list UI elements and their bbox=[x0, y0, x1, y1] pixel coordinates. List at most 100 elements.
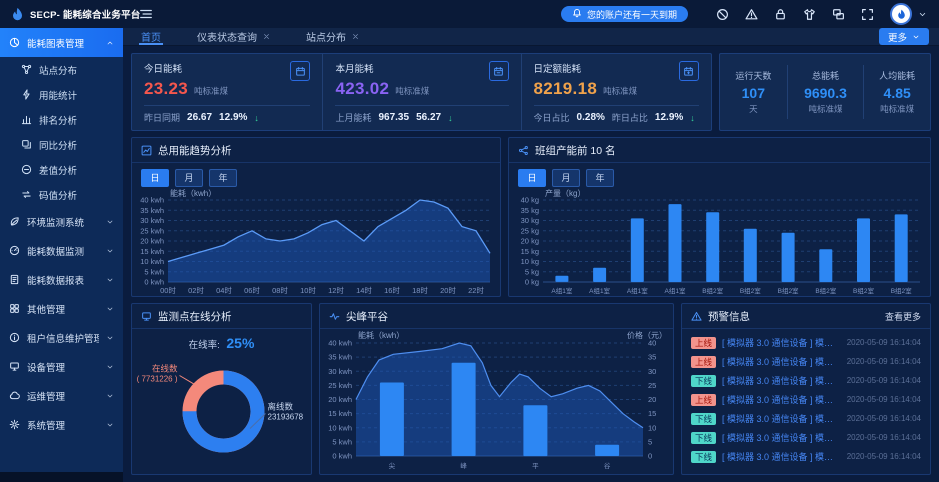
alert-row-0[interactable]: 上线[ 模拟器 3.0 通信设备 ] 模拟器 3.0...2020-05-09 … bbox=[691, 335, 921, 350]
alert-row-3[interactable]: 上线[ 模拟器 3.0 通信设备 ] 模拟器 3.0...2020-05-09 … bbox=[691, 392, 921, 407]
svg-text:0 kg: 0 kg bbox=[525, 278, 539, 287]
period-tab-月[interactable]: 月 bbox=[552, 169, 580, 187]
tab-1[interactable]: 仪表状态查询 bbox=[197, 28, 270, 45]
svg-text:06时: 06时 bbox=[244, 285, 260, 295]
tab-0[interactable]: 首页 bbox=[141, 28, 161, 45]
tab-label: 站点分布 bbox=[306, 29, 346, 44]
svg-text:22时: 22时 bbox=[468, 285, 484, 295]
fullscreen-icon[interactable] bbox=[861, 8, 874, 21]
period-tab-日[interactable]: 日 bbox=[518, 169, 546, 187]
summary-item-2: 人均能耗4.85吨标准煤 bbox=[863, 65, 930, 119]
alerts-view-more-link[interactable]: 查看更多 bbox=[885, 310, 921, 323]
chevron-down-icon bbox=[106, 421, 114, 429]
chevron-down-icon bbox=[106, 392, 114, 400]
avatar[interactable] bbox=[890, 3, 912, 25]
cloud-icon bbox=[9, 390, 20, 401]
tab-close-icon[interactable] bbox=[352, 33, 359, 40]
sidebar-item-2[interactable]: 排名分析 bbox=[0, 107, 123, 132]
sidebar: 能耗图表管理站点分布用能统计排名分析同比分析差值分析码值分析环境监测系统能耗数据… bbox=[0, 28, 123, 472]
svg-text:20 kwh: 20 kwh bbox=[328, 395, 352, 404]
gear-icon bbox=[9, 419, 20, 430]
account-notice-pill[interactable]: 您的账户还有一天到期 bbox=[561, 6, 688, 22]
sidebar-item-3[interactable]: 同比分析 bbox=[0, 132, 123, 157]
sidebar-group-2[interactable]: 能耗数据监测 bbox=[0, 236, 123, 265]
alert-timestamp: 2020-05-09 16:14:04 bbox=[847, 452, 921, 461]
pie-chart-icon bbox=[9, 37, 20, 48]
sidebar-group-label: 能耗数据监测 bbox=[27, 244, 84, 258]
sidebar-group-8[interactable]: 系统管理 bbox=[0, 410, 123, 439]
arrow-down-icon: ↓ bbox=[690, 113, 695, 123]
alert-text: [ 模拟器 3.0 通信设备 ] 模拟器 3.0... bbox=[722, 393, 841, 406]
summary-unit: 天 bbox=[720, 103, 787, 115]
user-chevron-down-icon[interactable] bbox=[918, 10, 927, 19]
stat-card-value: 23.23 bbox=[144, 79, 188, 99]
alert-row-4[interactable]: 下线[ 模拟器 3.0 通信设备 ] 模拟器 3.0...2020-05-09 … bbox=[691, 411, 921, 426]
alert-row-6[interactable]: 下线[ 模拟器 3.0 通信设备 ] 模拟器 3.0...2020-05-09 … bbox=[691, 449, 921, 464]
sidebar-group-7[interactable]: 运维管理 bbox=[0, 381, 123, 410]
svg-text:40 kwh: 40 kwh bbox=[140, 196, 164, 205]
svg-text:5: 5 bbox=[648, 437, 652, 446]
stat-footer-label: 昨日同期 bbox=[144, 111, 180, 124]
trend-chart-card: 总用能趋势分析 日月年 能耗（kwh）0 kwh5 kwh10 kwh15 kw… bbox=[131, 137, 501, 297]
alert-row-5[interactable]: 下线[ 模拟器 3.0 通信设备 ] 模拟器 3.0...2020-05-09 … bbox=[691, 430, 921, 445]
sidebar-group-6[interactable]: 设备管理 bbox=[0, 352, 123, 381]
period-tab-月[interactable]: 月 bbox=[175, 169, 203, 187]
main-area: 首页仪表状态查询站点分布 更多 今日能耗23.23吨标准煤昨日同期26.6712… bbox=[123, 28, 939, 472]
alert-status-badge: 上线 bbox=[691, 394, 716, 406]
sidebar-group-5[interactable]: 租户信息维护管理 bbox=[0, 323, 123, 352]
alert-row-2[interactable]: 下线[ 模拟器 3.0 通信设备 ] 模拟器 3.0...2020-05-09 … bbox=[691, 373, 921, 388]
online-rate-value: 25% bbox=[226, 335, 254, 351]
app-logo[interactable]: SECP- 能耗综合业务平台 bbox=[0, 0, 123, 28]
peak-valley-chart: 能耗（kwh）价格（元）0 kwh05 kwh510 kwh1015 kwh15… bbox=[320, 329, 673, 474]
alert-text: [ 模拟器 3.0 通信设备 ] 模拟器 3.0... bbox=[722, 431, 841, 444]
sidebar-group-1[interactable]: 环境监测系统 bbox=[0, 207, 123, 236]
alert-triangle-icon bbox=[691, 311, 702, 322]
alert-timestamp: 2020-05-09 16:14:04 bbox=[847, 433, 921, 442]
alert-row-1[interactable]: 上线[ 模拟器 3.0 通信设备 ] 模拟器 3.0...2020-05-09 … bbox=[691, 354, 921, 369]
more-button[interactable]: 更多 bbox=[879, 28, 929, 45]
stat-card-value: 423.02 bbox=[335, 79, 389, 99]
summary-item-1: 总能耗9690.3吨标准煤 bbox=[787, 65, 864, 119]
period-tab-日[interactable]: 日 bbox=[141, 169, 169, 187]
svg-text:04时: 04时 bbox=[216, 285, 232, 295]
tab-close-icon[interactable] bbox=[263, 33, 270, 40]
period-tab-年[interactable]: 年 bbox=[209, 169, 237, 187]
sidebar-item-1[interactable]: 用能统计 bbox=[0, 82, 123, 107]
device-icon bbox=[9, 361, 20, 372]
multi-screen-icon[interactable] bbox=[832, 8, 845, 21]
stat-card-title: 今日能耗 bbox=[144, 61, 182, 75]
alert-timestamp: 2020-05-09 16:14:04 bbox=[847, 338, 921, 347]
sidebar-group-3[interactable]: 能耗数据报表 bbox=[0, 265, 123, 294]
sidebar-group-label: 设备管理 bbox=[27, 360, 65, 374]
summary-label: 总能耗 bbox=[788, 69, 864, 82]
svg-text:35 kwh: 35 kwh bbox=[140, 206, 164, 215]
sidebar-item-5[interactable]: 码值分析 bbox=[0, 182, 123, 207]
gauge-icon bbox=[9, 245, 20, 256]
online-rate-label: 在线率: bbox=[189, 340, 220, 351]
online-analysis-card: 监测点在线分析 在线率: 25% 在线数( 7731226 )离线数231936… bbox=[131, 303, 312, 475]
alerts-title: 预警信息 bbox=[708, 309, 750, 324]
sidebar-group-4[interactable]: 其他管理 bbox=[0, 294, 123, 323]
summary-label: 人均能耗 bbox=[864, 69, 930, 82]
summary-unit: 吨标准煤 bbox=[864, 103, 930, 115]
svg-text:20时: 20时 bbox=[440, 285, 456, 295]
alert-text: [ 模拟器 3.0 通信设备 ] 模拟器 3.0... bbox=[722, 450, 841, 463]
code-icon bbox=[21, 189, 32, 200]
trend-chart-header: 总用能趋势分析 bbox=[132, 138, 500, 163]
theme-skin-icon[interactable] bbox=[803, 8, 816, 21]
alert-triangle-icon[interactable] bbox=[745, 8, 758, 21]
sidebar-item-4[interactable]: 差值分析 bbox=[0, 157, 123, 182]
svg-text:0: 0 bbox=[648, 452, 652, 461]
period-tab-年[interactable]: 年 bbox=[586, 169, 614, 187]
chevron-down-icon bbox=[106, 305, 114, 313]
menu-toggle-icon[interactable] bbox=[139, 7, 153, 21]
lock-icon[interactable] bbox=[774, 8, 787, 21]
stat-card-2: 日定额能耗8219.18吨标准煤今日占比0.28%昨日占比12.9%↓ bbox=[521, 54, 711, 130]
shield-off-icon[interactable] bbox=[716, 8, 729, 21]
tab-2[interactable]: 站点分布 bbox=[306, 28, 359, 45]
stat-footer-label: 昨日占比 bbox=[612, 111, 648, 124]
sidebar-item-0[interactable]: 站点分布 bbox=[0, 57, 123, 82]
sidebar-group-0[interactable]: 能耗图表管理 bbox=[0, 28, 123, 57]
bell-icon bbox=[572, 8, 582, 20]
monitor-icon bbox=[141, 311, 152, 322]
